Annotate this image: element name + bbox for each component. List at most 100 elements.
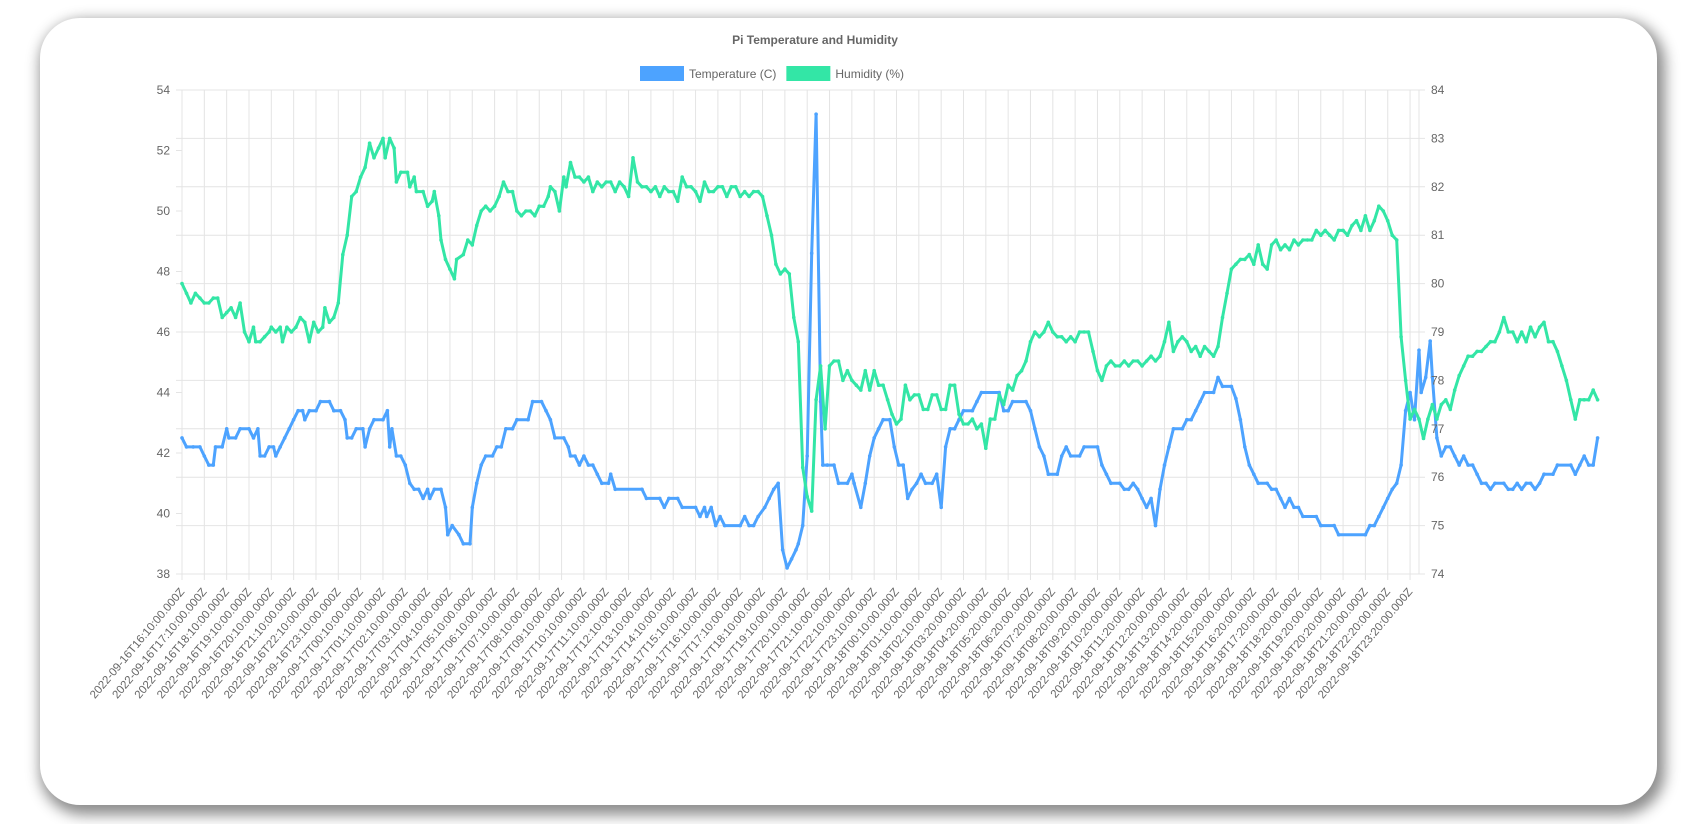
data-point <box>349 436 354 440</box>
data-point <box>287 427 291 431</box>
data-point <box>428 496 432 501</box>
data-point <box>626 194 631 199</box>
data-point <box>224 427 229 431</box>
data-point <box>1292 505 1296 510</box>
data-point <box>1582 398 1586 402</box>
data-point <box>885 398 890 402</box>
data-point <box>198 296 202 300</box>
data-point <box>1265 267 1269 271</box>
data-point <box>1024 359 1028 363</box>
data-point <box>303 320 307 325</box>
data-point <box>490 454 495 458</box>
data-point <box>1542 472 1546 477</box>
data-point <box>988 417 993 421</box>
data-point <box>566 445 571 449</box>
data-point <box>1153 523 1158 528</box>
data-point <box>564 185 568 189</box>
data-point <box>742 514 747 519</box>
data-point <box>269 325 274 330</box>
data-point <box>1560 364 1564 368</box>
data-point <box>318 399 323 404</box>
data-point <box>1051 330 1055 334</box>
legend-item[interactable]: Temperature (C) <box>640 66 776 81</box>
data-point <box>524 209 528 213</box>
data-point <box>970 408 975 413</box>
data-point <box>1024 399 1028 404</box>
data-point <box>1345 233 1350 237</box>
data-point <box>501 180 506 184</box>
data-point <box>573 454 577 458</box>
data-point <box>1372 218 1377 223</box>
data-point <box>191 445 195 449</box>
data-point <box>450 523 455 528</box>
data-point <box>238 301 242 305</box>
data-point <box>675 496 680 501</box>
data-point <box>1578 398 1582 402</box>
data-point <box>1100 378 1104 383</box>
data-point <box>1511 330 1515 334</box>
data-point <box>1229 267 1234 271</box>
data-point <box>952 427 957 431</box>
data-point <box>1519 330 1524 334</box>
left-y-tick-label: 52 <box>157 144 171 158</box>
data-point <box>1158 487 1162 492</box>
data-point <box>704 514 709 519</box>
data-point <box>1189 417 1193 422</box>
data-point <box>1256 243 1260 247</box>
data-point <box>361 427 365 431</box>
data-point <box>220 445 224 449</box>
chart-title: Pi Temperature and Humidity <box>732 33 898 47</box>
data-point <box>354 427 359 431</box>
data-point <box>680 505 684 510</box>
right-y-tick-label: 81 <box>1431 228 1445 242</box>
data-point <box>756 514 760 519</box>
data-point <box>952 383 957 388</box>
data-point <box>908 398 912 402</box>
data-point <box>1109 481 1113 486</box>
data-point <box>1493 481 1497 486</box>
data-point <box>1118 481 1122 486</box>
data-point <box>1350 223 1354 228</box>
series-line <box>180 112 1600 570</box>
data-point <box>1113 364 1118 368</box>
legend-swatch <box>640 66 684 81</box>
data-point <box>1198 354 1202 359</box>
data-point <box>859 388 863 392</box>
data-point <box>307 339 312 344</box>
data-point <box>1421 436 1426 441</box>
data-point <box>845 481 850 486</box>
data-point <box>1586 398 1591 402</box>
data-point <box>1100 463 1104 467</box>
left-y-axis: 38 40 42 44 46 48 50 52 54 <box>157 83 171 581</box>
data-point <box>997 393 1001 397</box>
legend-item[interactable]: Humidity (%) <box>786 66 904 81</box>
legend[interactable]: Temperature (C) Humidity (%) <box>640 66 904 81</box>
data-point <box>1417 417 1421 421</box>
data-point <box>1198 399 1202 404</box>
data-point <box>184 291 189 296</box>
data-point <box>1122 359 1127 363</box>
data-point <box>809 509 814 513</box>
data-point <box>709 505 713 510</box>
data-point <box>1578 463 1582 467</box>
data-point <box>526 417 530 422</box>
data-point <box>1220 315 1225 320</box>
data-point <box>1082 445 1086 449</box>
data-point <box>215 296 220 300</box>
data-point <box>901 463 905 467</box>
data-point <box>211 463 216 467</box>
left-y-tick-label: 42 <box>157 446 171 460</box>
data-point <box>1466 354 1470 359</box>
data-point <box>421 189 425 194</box>
data-point <box>1363 214 1368 218</box>
data-point <box>881 383 885 388</box>
data-point <box>307 408 312 413</box>
data-point <box>332 315 336 320</box>
data-point <box>1095 368 1100 373</box>
data-point <box>1394 481 1399 486</box>
data-point <box>649 189 653 194</box>
data-point <box>1042 454 1046 458</box>
data-point <box>470 243 475 247</box>
data-point <box>1390 233 1394 237</box>
data-point <box>316 330 321 334</box>
